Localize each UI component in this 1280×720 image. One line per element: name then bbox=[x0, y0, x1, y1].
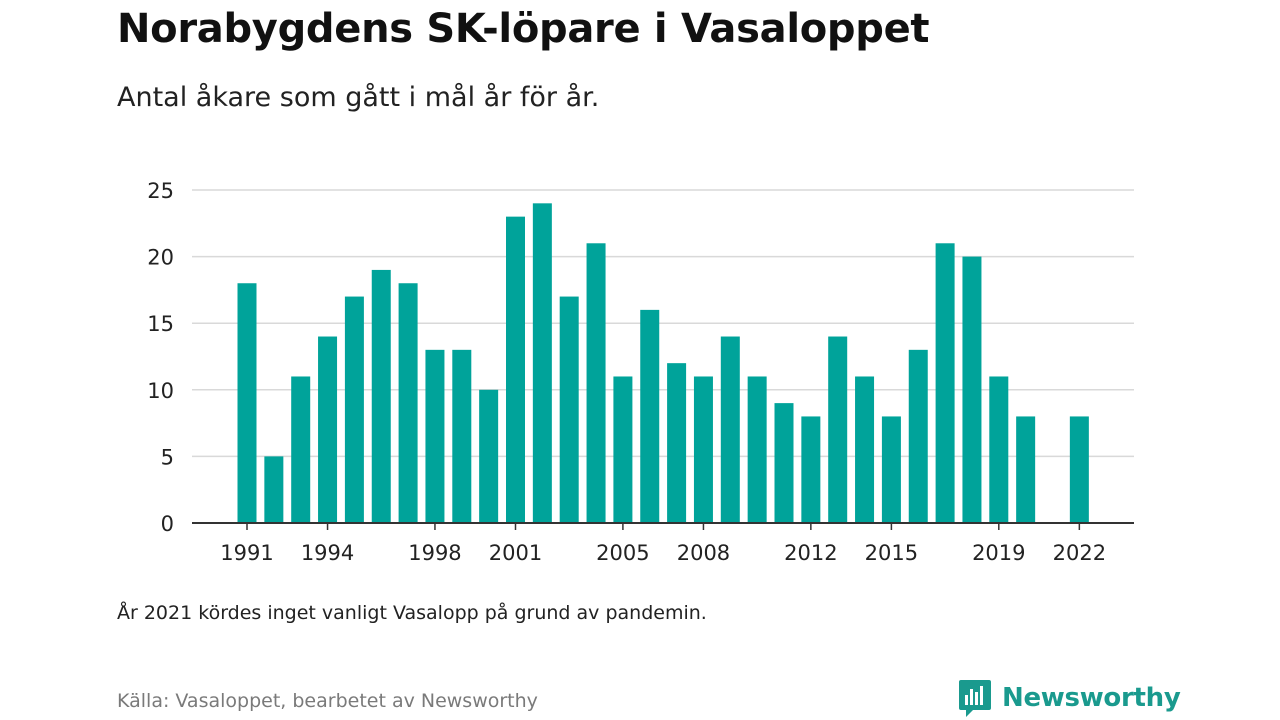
source-credit: Källa: Vasaloppet, bearbetet av Newswort… bbox=[117, 690, 538, 712]
x-tick-label: 1991 bbox=[220, 541, 273, 565]
y-tick-label: 15 bbox=[147, 312, 174, 336]
bars bbox=[237, 203, 1089, 523]
bar-2002 bbox=[532, 203, 552, 523]
bar-2007 bbox=[667, 363, 687, 523]
bar-1996 bbox=[371, 269, 391, 523]
bar-1997 bbox=[398, 283, 418, 523]
bar-chart: 0 5 10 15 20 25 1991 1994 1998 2001 2005 2008 2012 20… bbox=[147, 179, 1134, 565]
bar-2009 bbox=[720, 336, 740, 523]
bar-2019 bbox=[989, 376, 1009, 523]
x-tick-label: 2015 bbox=[865, 541, 918, 565]
bar-1994 bbox=[318, 336, 338, 523]
bar-1991 bbox=[237, 283, 257, 523]
newsworthy-logo-icon bbox=[959, 680, 991, 717]
bar-2011 bbox=[774, 403, 794, 523]
chart-subtitle: Antal åkare som gått i mål år för år. bbox=[117, 82, 600, 113]
x-tick-label: 1994 bbox=[301, 541, 354, 565]
bar-2012 bbox=[801, 416, 821, 523]
bar-2020 bbox=[1016, 416, 1036, 523]
bar-2001 bbox=[506, 216, 525, 523]
bar-2008 bbox=[693, 376, 713, 523]
chart-note: År 2021 kördes inget vanligt Vasalopp på… bbox=[117, 602, 707, 624]
bar-1998 bbox=[425, 349, 445, 523]
y-tick-label: 25 bbox=[147, 179, 174, 203]
bar-2006 bbox=[640, 309, 660, 523]
bar-2000 bbox=[479, 389, 499, 523]
x-tick-label: 2012 bbox=[784, 541, 837, 565]
newsworthy-logo-text: Newsworthy bbox=[1002, 683, 1181, 713]
bar-2017 bbox=[935, 243, 955, 523]
y-tick-label: 20 bbox=[147, 246, 174, 270]
bar-2015 bbox=[881, 416, 901, 523]
y-tick-label: 0 bbox=[161, 512, 174, 536]
bar-2005 bbox=[613, 376, 633, 523]
axes: 0 5 10 15 20 25 1991 1994 1998 2001 2005 2008 2012 20… bbox=[147, 179, 1134, 565]
bar-2004 bbox=[586, 243, 606, 523]
chart-title: Norabygdens SK-löpare i Vasaloppet bbox=[117, 6, 930, 52]
bar-2022 bbox=[1069, 416, 1089, 523]
bar-1993 bbox=[291, 376, 311, 523]
x-tick-label: 2005 bbox=[596, 541, 649, 565]
bar-2003 bbox=[559, 296, 579, 523]
x-tick-label: 2019 bbox=[972, 541, 1025, 565]
bar-1992 bbox=[264, 456, 284, 523]
bar-2018 bbox=[962, 256, 982, 523]
y-tick-label: 10 bbox=[147, 379, 174, 403]
y-tick-label: 5 bbox=[161, 445, 174, 469]
bar-2010 bbox=[747, 376, 767, 523]
bar-1999 bbox=[452, 349, 472, 523]
bar-2013 bbox=[828, 336, 848, 523]
x-tick-label: 2001 bbox=[489, 541, 542, 565]
bar-1995 bbox=[344, 296, 364, 523]
bar-2014 bbox=[855, 376, 875, 523]
bar-2016 bbox=[908, 349, 928, 523]
newsworthy-logo: Newsworthy bbox=[958, 678, 1181, 718]
x-tick-label: 2008 bbox=[677, 541, 730, 565]
x-tick-label: 1998 bbox=[408, 541, 461, 565]
x-tick-label: 2022 bbox=[1053, 541, 1106, 565]
